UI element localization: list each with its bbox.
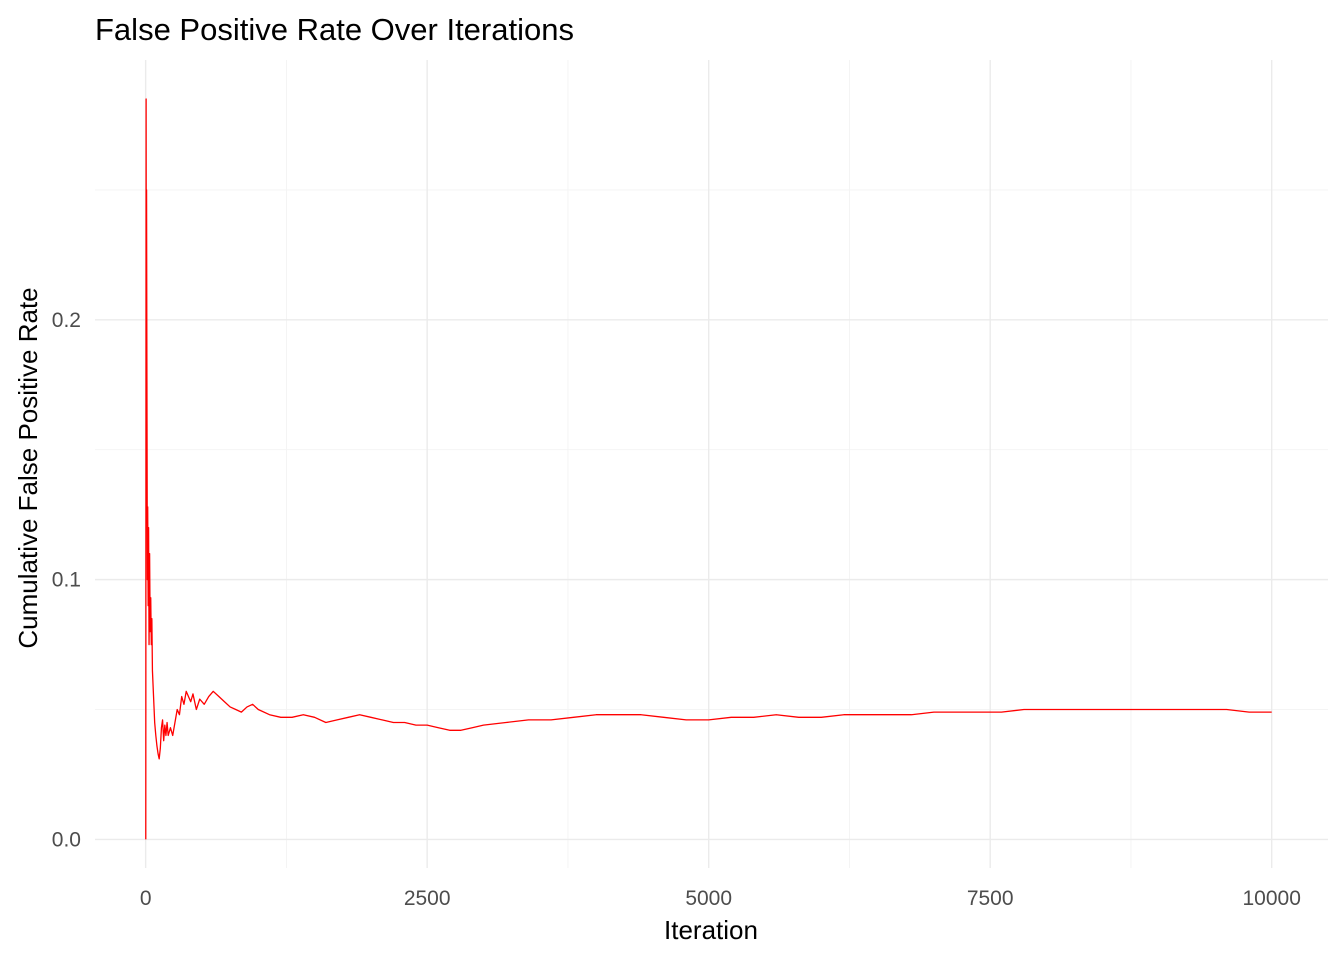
x-tick-label: 10000	[1242, 887, 1300, 910]
y-tick-label: 0.0	[52, 828, 81, 851]
x-tick-label: 0	[140, 887, 152, 910]
minor-grid	[95, 60, 1328, 868]
y-tick-label: 0.2	[52, 309, 81, 332]
series-layer	[145, 98, 1272, 840]
y-axis-ticks: 0.0 0.1 0.2	[52, 309, 81, 852]
y-tick-label: 0.1	[52, 569, 81, 592]
chart-title: False Positive Rate Over Iterations	[95, 12, 574, 47]
x-tick-label: 2500	[404, 887, 451, 910]
y-axis-title: Cumulative False Positive Rate	[13, 287, 43, 648]
x-tick-label: 5000	[685, 887, 732, 910]
major-grid	[95, 60, 1328, 868]
series-line	[145, 98, 1272, 840]
x-tick-label: 7500	[967, 887, 1014, 910]
x-axis-ticks: 0 2500 5000 7500 10000	[140, 887, 1301, 910]
x-axis-title: Iteration	[664, 915, 758, 945]
